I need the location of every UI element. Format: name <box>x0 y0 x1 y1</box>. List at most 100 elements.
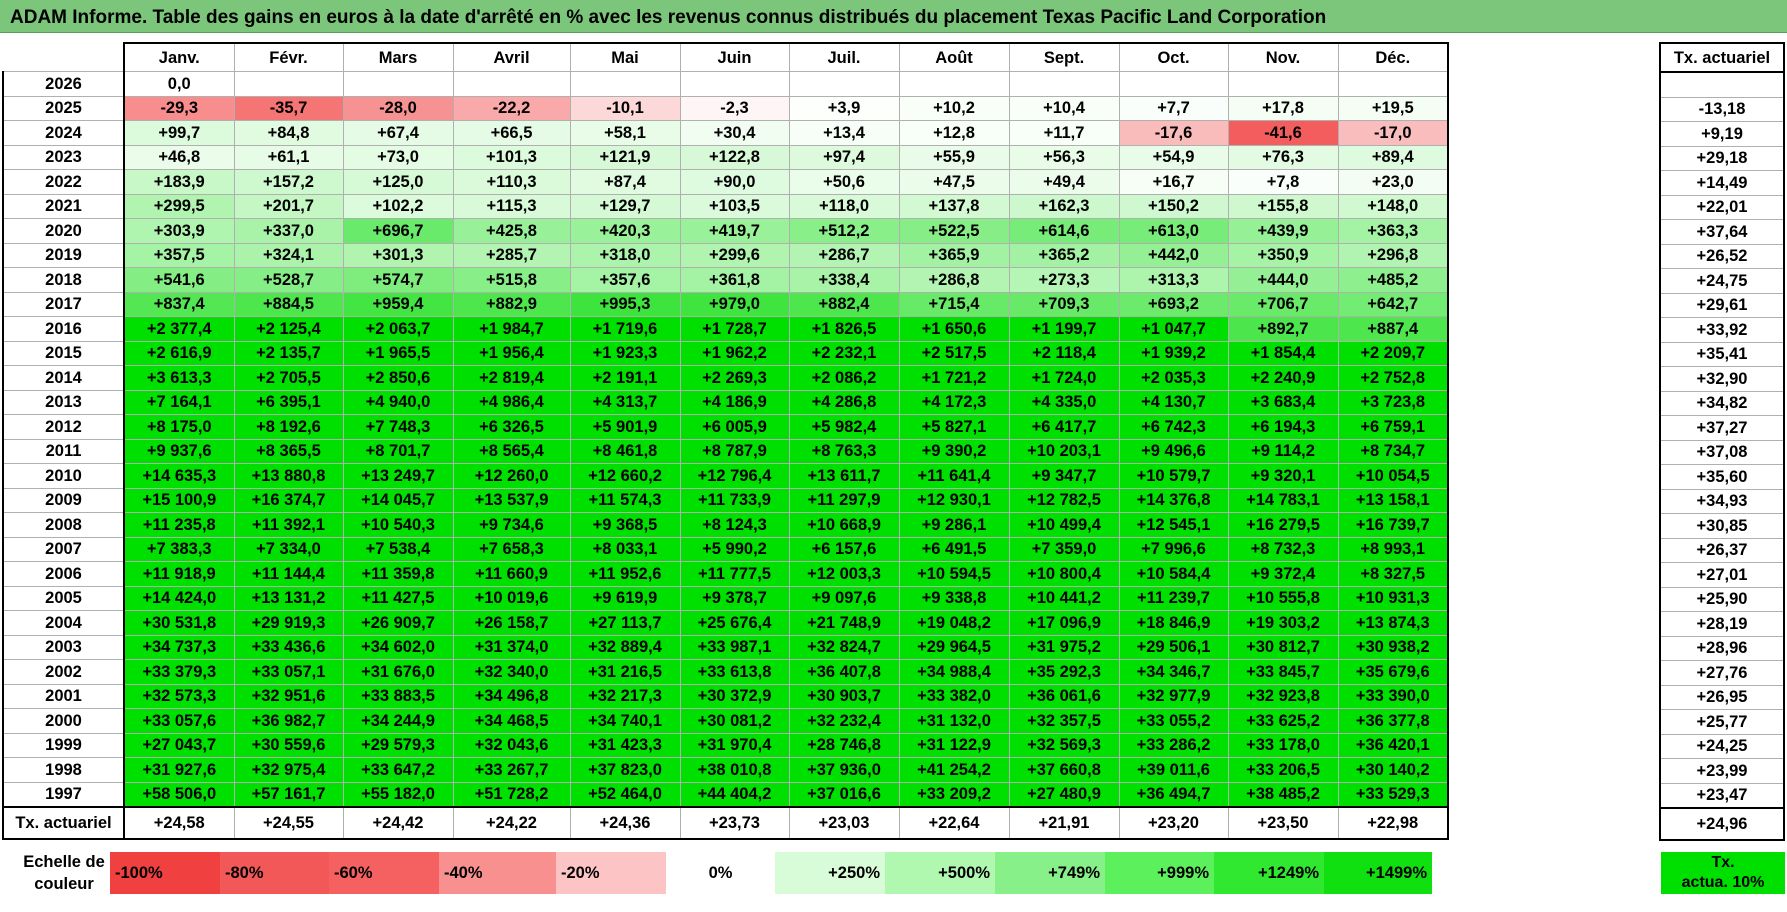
gain-cell: +696,7 <box>342 218 454 244</box>
gain-cell: +52 464,0 <box>569 781 681 808</box>
gain-cell: -17,0 <box>1337 120 1449 146</box>
gain-cell: -10,1 <box>569 95 681 121</box>
gain-cell: +14 635,3 <box>123 463 235 489</box>
year-label: 2020 <box>2 218 125 244</box>
gain-cell: +34 737,3 <box>123 634 235 660</box>
gain-cell: +31 423,3 <box>569 732 681 758</box>
gain-cell: +11 918,9 <box>123 561 235 587</box>
gain-cell: +4 186,9 <box>679 389 790 415</box>
gain-cell: +3 613,3 <box>123 365 235 391</box>
gain-cell: +12 782,5 <box>1008 487 1120 513</box>
gain-cell: +425,8 <box>452 218 571 244</box>
gain-cell: +32 340,0 <box>452 659 571 685</box>
gain-cell: +9 496,6 <box>1118 438 1229 464</box>
gain-cell: +6 194,3 <box>1227 414 1339 440</box>
gain-cell: +528,7 <box>233 267 344 293</box>
monthly-actuarial-cell: +23,73 <box>679 806 790 840</box>
gain-cell: +10 668,9 <box>788 512 900 538</box>
gain-cell: +17 096,9 <box>1008 610 1120 636</box>
table-row: 2015 +2 616,9 +2 135,7 +1 965,5 +1 956,4 +1 9… <box>2 340 1449 366</box>
gain-cell: +3 723,8 <box>1337 389 1449 415</box>
gain-cell: +39 011,6 <box>1118 757 1229 783</box>
gain-cell <box>233 71 344 97</box>
gain-cell: +33 057,6 <box>123 708 235 734</box>
gain-cell: +13 611,7 <box>788 463 900 489</box>
gain-cell: +29 506,1 <box>1118 634 1229 660</box>
gain-cell: +485,2 <box>1337 267 1449 293</box>
gain-cell: +51 728,2 <box>452 781 571 808</box>
gain-cell: +13 249,7 <box>342 463 454 489</box>
gain-cell: +73,0 <box>342 144 454 170</box>
gain-cell: +515,8 <box>452 267 571 293</box>
gain-cell: +58,1 <box>569 120 681 146</box>
year-label: 2000 <box>2 708 125 734</box>
gain-cell: +313,3 <box>1118 267 1229 293</box>
actuarial-cell: +25,77 <box>1659 709 1785 735</box>
table-row: 2011 +9 937,6 +8 365,5 +8 701,7 +8 565,4 +8 4… <box>2 438 1449 464</box>
color-scale-swatch: +1499% <box>1324 852 1432 894</box>
gain-cell: +33 625,2 <box>1227 708 1339 734</box>
gain-cell: +11 392,1 <box>233 512 344 538</box>
gain-cell: +338,4 <box>788 267 900 293</box>
month-header: Juin <box>679 42 790 72</box>
gain-cell: +19 303,2 <box>1227 610 1339 636</box>
gain-cell: +148,0 <box>1337 193 1449 219</box>
table-row: 2009 +15 100,9 +16 374,7 +14 045,7 +13 537,9… <box>2 487 1449 513</box>
gain-cell: +14 376,8 <box>1118 487 1229 513</box>
gain-cell: +32 569,3 <box>1008 732 1120 758</box>
color-scale-swatch: -100% <box>110 852 220 894</box>
gain-cell: +31 975,2 <box>1008 634 1120 660</box>
gain-cell: +35 292,3 <box>1008 659 1120 685</box>
gain-cell: +16,7 <box>1118 169 1229 195</box>
gain-cell: +34 496,8 <box>452 683 571 709</box>
actuarial-cell: +37,64 <box>1659 219 1785 245</box>
gain-cell: +11 144,4 <box>233 561 344 587</box>
gain-cell: +19 048,2 <box>898 610 1010 636</box>
gain-cell: +522,5 <box>898 218 1010 244</box>
gain-cell: +4 313,7 <box>569 389 681 415</box>
gain-cell: +38 485,2 <box>1227 781 1339 808</box>
gain-cell <box>342 71 454 97</box>
gain-cell: +12,8 <box>898 120 1010 146</box>
gain-cell: +35 679,6 <box>1337 659 1449 685</box>
gain-cell: +33 267,7 <box>452 757 571 783</box>
gain-cell: +8 732,3 <box>1227 536 1339 562</box>
gain-cell: +33 286,2 <box>1118 732 1229 758</box>
gain-cell: +33 987,1 <box>679 634 790 660</box>
year-label: 2017 <box>2 291 125 317</box>
table-row: 2000 +33 057,6 +36 982,7 +34 244,9 +34 468,5… <box>2 708 1449 734</box>
gain-cell: +50,6 <box>788 169 900 195</box>
gain-cell: +34 988,4 <box>898 659 1010 685</box>
gain-cell: +11 660,9 <box>452 561 571 587</box>
gain-cell: +7 996,6 <box>1118 536 1229 562</box>
gain-cell <box>898 71 1010 97</box>
actuarial-cell: +24,25 <box>1659 733 1785 759</box>
gain-cell: +28 746,8 <box>788 732 900 758</box>
gain-cell: +13 158,1 <box>1337 487 1449 513</box>
table-row: 2010 +14 635,3 +13 880,8 +13 249,7 +12 260,0… <box>2 463 1449 489</box>
gain-cell: +2 705,5 <box>233 365 344 391</box>
monthly-actuarial-cell: +21,91 <box>1008 806 1120 840</box>
gain-cell: +10 931,3 <box>1337 585 1449 611</box>
actuarial-cell: +14,49 <box>1659 170 1785 196</box>
color-scale-swatch: -60% <box>329 852 439 894</box>
gain-cell: +8 175,0 <box>123 414 235 440</box>
gain-cell: +350,9 <box>1227 242 1339 268</box>
color-scale-swatch: +1249% <box>1214 852 1324 894</box>
monthly-actuarial-cell: +24,36 <box>569 806 681 840</box>
gain-cell: +301,3 <box>342 242 454 268</box>
year-label: 2007 <box>2 536 125 562</box>
gain-cell: +150,2 <box>1118 193 1229 219</box>
gain-cell: +58 506,0 <box>123 781 235 808</box>
gain-cell: +361,8 <box>679 267 790 293</box>
year-label: 2018 <box>2 267 125 293</box>
year-label: 2016 <box>2 316 125 342</box>
gain-cell: +7,7 <box>1118 95 1229 121</box>
color-scale-swatch: -20% <box>556 852 666 894</box>
gain-cell: +693,2 <box>1118 291 1229 317</box>
monthly-actuarial-cell: +22,98 <box>1337 806 1449 840</box>
gain-cell: +12 003,3 <box>788 561 900 587</box>
gain-cell: +299,5 <box>123 193 235 219</box>
gain-cell <box>1118 71 1229 97</box>
color-scale-swatch: +999% <box>1105 852 1214 894</box>
